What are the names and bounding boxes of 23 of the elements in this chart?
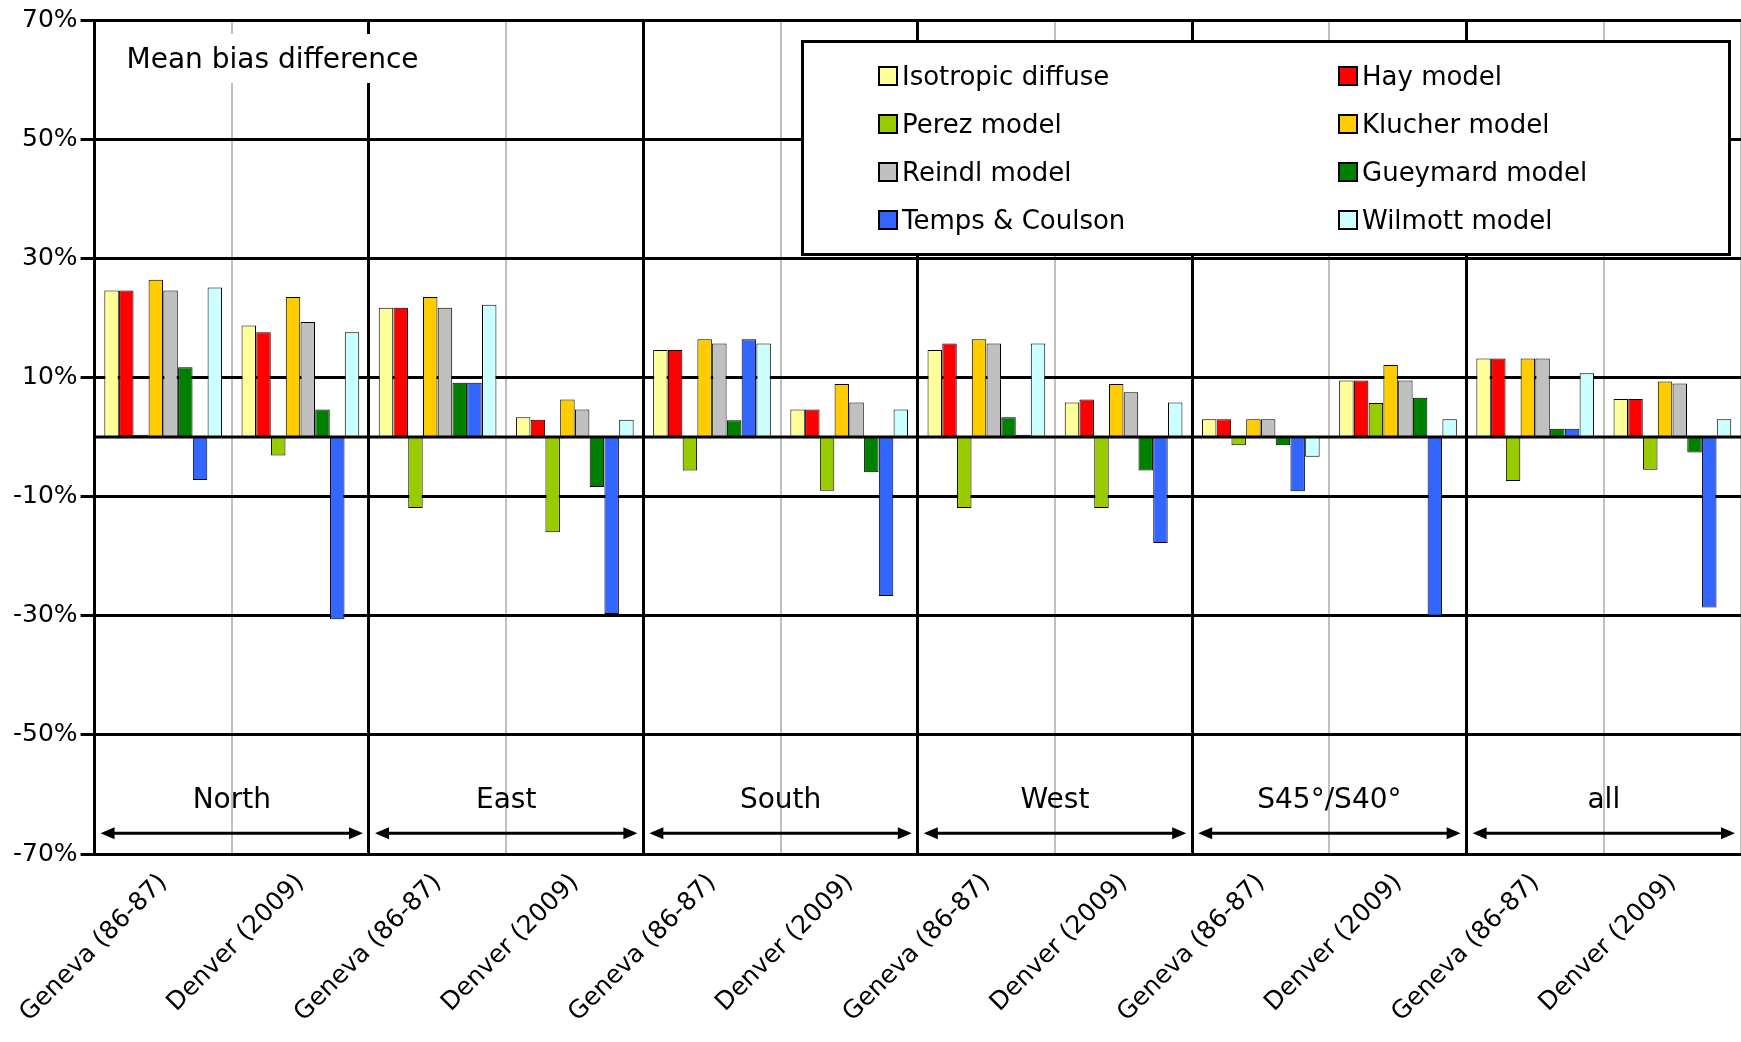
legend-label: Klucher model: [1362, 109, 1550, 139]
text: Mean bias difference: [102, 34, 443, 83]
legend-label: Reindl model: [902, 157, 1072, 187]
annotation: West: [1020, 781, 1090, 815]
annotation: all: [1587, 781, 1621, 815]
legend-label: Gueymard model: [1362, 157, 1588, 187]
legend-label: Perez model: [902, 109, 1062, 139]
y-tick-label: -10%: [12, 480, 78, 510]
y-tick-label: 10%: [22, 360, 78, 390]
y-tick-label: 50%: [22, 122, 78, 152]
legend-label: Wilmott model: [1362, 205, 1553, 235]
annotation: East: [475, 781, 537, 815]
legend-label: Hay model: [1362, 61, 1503, 91]
y-tick-label: -50%: [12, 718, 78, 748]
annotation: North: [192, 781, 271, 815]
y-tick-label: 30%: [22, 241, 78, 271]
y-tick-label: 70%: [22, 3, 78, 33]
annotation: South: [739, 781, 822, 815]
legend-label: Temps & Coulson: [902, 205, 1126, 235]
y-tick-label: -70%: [12, 837, 78, 867]
legend-label: Isotropic diffuse: [902, 61, 1110, 91]
y-tick-label: -30%: [12, 599, 78, 629]
annotation: S45°/S40°: [1257, 781, 1402, 815]
